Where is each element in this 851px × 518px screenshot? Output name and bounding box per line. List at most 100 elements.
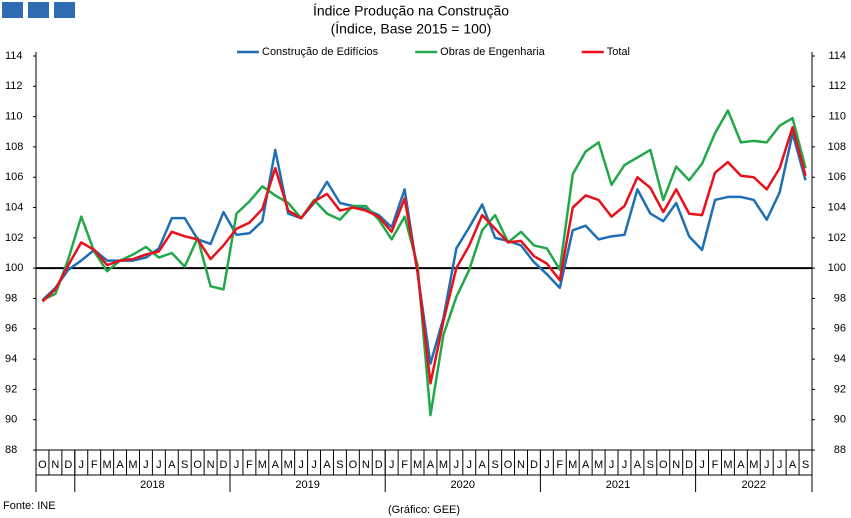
y-tick-label: 104: [5, 201, 23, 213]
logo-block: [54, 2, 75, 18]
x-tick-label: J: [143, 459, 149, 471]
x-tick-label: J: [79, 459, 85, 471]
y2-tick-label: 100: [828, 262, 846, 274]
y2-tick-label: 104: [828, 201, 846, 213]
chart-subtitle: (Índice, Base 2015 = 100): [331, 21, 492, 37]
y-tick-label: 94: [5, 353, 17, 365]
x-tick-label: S: [802, 459, 809, 471]
y-tick-label: 98: [5, 292, 17, 304]
x-tick-label: N: [672, 459, 680, 471]
x-tick-label: M: [284, 459, 293, 471]
x-tick-label: M: [749, 459, 758, 471]
x-tick-label: J: [622, 459, 628, 471]
legend-label: Obras de Engenharia: [440, 46, 545, 58]
x-tick-label: D: [220, 459, 228, 471]
x-tick-label: M: [568, 459, 577, 471]
series-line: [41, 109, 807, 417]
x-tick-label: A: [168, 459, 176, 471]
chart-title: Índice Produção na Construção: [313, 3, 509, 19]
y2-tick-label: 98: [834, 292, 846, 304]
credit: (Gráfico: GEE): [388, 504, 460, 516]
x-tick-label: S: [647, 459, 654, 471]
x-tick-label: N: [51, 459, 59, 471]
x-tick-label: J: [764, 459, 770, 471]
x-tick-label: O: [38, 459, 47, 471]
x-tick-label: O: [349, 459, 358, 471]
year-label: 2021: [606, 479, 630, 491]
x-tick-label: J: [609, 459, 615, 471]
x-tick-label: S: [181, 459, 188, 471]
x-tick-label: F: [246, 459, 253, 471]
x-tick-label: A: [272, 459, 280, 471]
x-tick-label: D: [530, 459, 538, 471]
x-tick-label: J: [156, 459, 162, 471]
x-tick-label: D: [64, 459, 72, 471]
x-tick-label: A: [323, 459, 331, 471]
y2-tick-label: 112: [828, 80, 846, 92]
x-tick-label: A: [479, 459, 487, 471]
x-tick-label: A: [737, 459, 745, 471]
x-tick-label: S: [491, 459, 498, 471]
x-tick-label: J: [467, 459, 473, 471]
y-tick-label: 100: [5, 262, 23, 274]
logo-block: [2, 2, 23, 18]
x-tick-label: M: [258, 459, 267, 471]
x-tick-label: S: [336, 459, 343, 471]
x-tick-label: J: [389, 459, 395, 471]
year-label: 2020: [451, 479, 475, 491]
x-tick-label: J: [311, 459, 317, 471]
legend-label: Construção de Edifícios: [262, 46, 379, 58]
x-tick-label: A: [582, 459, 590, 471]
x-tick-label: A: [789, 459, 797, 471]
legend-label: Total: [607, 46, 630, 58]
x-tick-label: J: [234, 459, 240, 471]
x-tick-label: N: [517, 459, 525, 471]
series-line: [41, 125, 807, 385]
x-tick-label: M: [594, 459, 603, 471]
x-tick-label: A: [116, 459, 124, 471]
y-tick-label: 112: [5, 80, 23, 92]
y-tick-label: 92: [5, 383, 17, 395]
x-tick-label: F: [91, 459, 98, 471]
y2-tick-label: 106: [828, 171, 846, 183]
y2-tick-label: 110: [828, 111, 846, 123]
x-tick-label: N: [207, 459, 215, 471]
y2-tick-label: 92: [834, 383, 846, 395]
y2-tick-label: 108: [828, 141, 846, 153]
x-tick-label: M: [413, 459, 422, 471]
x-tick-label: O: [504, 459, 513, 471]
y-tick-label: 106: [5, 171, 23, 183]
y2-tick-label: 96: [834, 323, 846, 335]
logo-block: [28, 2, 49, 18]
x-tick-label: A: [427, 459, 435, 471]
x-tick-label: M: [103, 459, 112, 471]
x-tick-label: J: [298, 459, 304, 471]
x-tick-label: O: [193, 459, 202, 471]
x-tick-label: F: [401, 459, 408, 471]
y-tick-label: 88: [5, 444, 17, 456]
x-tick-label: J: [454, 459, 460, 471]
y2-tick-label: 94: [834, 353, 846, 365]
y2-tick-label: 88: [834, 444, 846, 456]
y-tick-label: 96: [5, 323, 17, 335]
x-tick-label: M: [439, 459, 448, 471]
source: Fonte: INE: [3, 500, 56, 512]
x-tick-label: M: [723, 459, 732, 471]
year-label: 2018: [140, 479, 164, 491]
x-tick-label: M: [128, 459, 137, 471]
y-tick-label: 114: [5, 50, 23, 62]
x-tick-label: J: [699, 459, 705, 471]
x-tick-label: J: [777, 459, 783, 471]
y2-tick-label: 90: [834, 414, 846, 426]
y-tick-label: 102: [5, 232, 23, 244]
x-tick-label: D: [375, 459, 383, 471]
y2-tick-label: 114: [828, 50, 846, 62]
y2-tick-label: 102: [828, 232, 846, 244]
x-tick-label: D: [685, 459, 693, 471]
year-label: 2019: [295, 479, 319, 491]
y-tick-label: 110: [5, 111, 23, 123]
x-tick-label: F: [712, 459, 719, 471]
x-tick-label: N: [362, 459, 370, 471]
x-tick-label: A: [634, 459, 642, 471]
